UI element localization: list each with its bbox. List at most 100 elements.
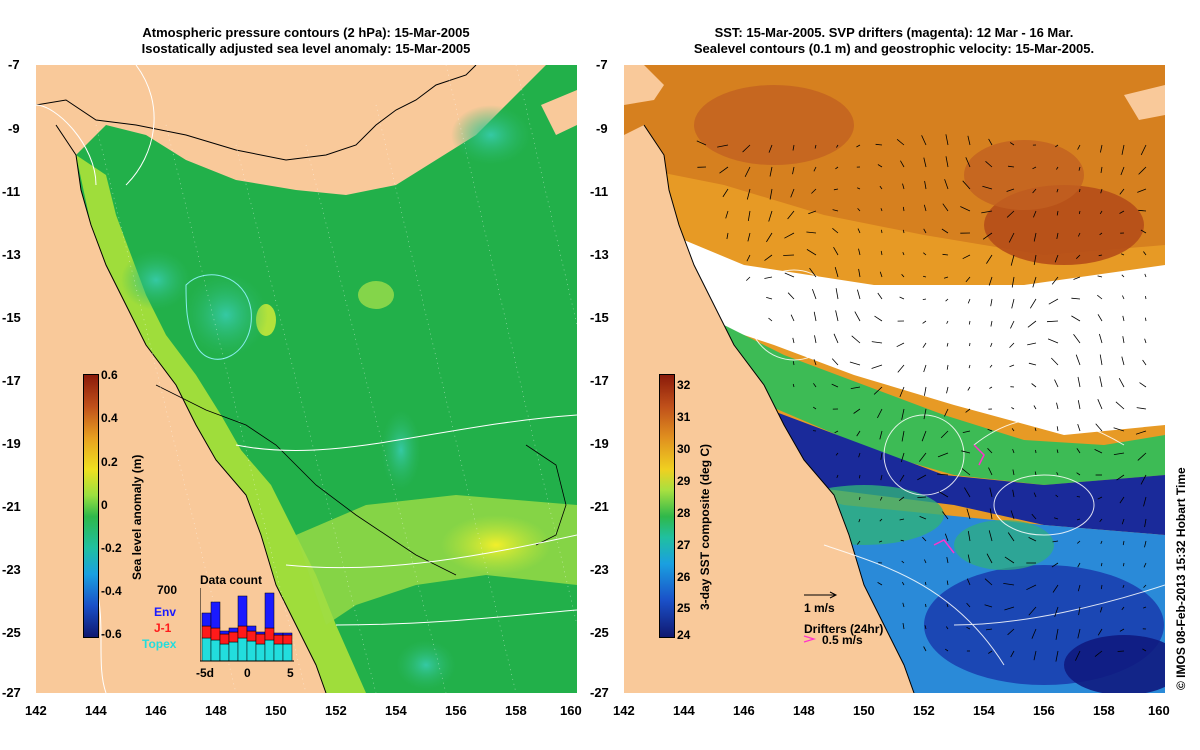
velocity-arrow: [961, 450, 971, 454]
velocity-arrow: [966, 626, 971, 630]
velocity-arrow: [1053, 517, 1059, 520]
velocity-arrow: [1009, 364, 1015, 368]
velocity-arrow: [965, 276, 971, 283]
velocity-arrow: [787, 292, 795, 300]
velocity-arrow: [1031, 383, 1037, 388]
velocity-arrow: [967, 386, 971, 391]
velocity-arrow: [1097, 628, 1103, 636]
velocity-arrow: [1140, 144, 1147, 156]
velocity-arrow: [792, 383, 795, 388]
velocity-arrow: [946, 342, 949, 347]
velocity-arrow: [835, 288, 839, 300]
velocity-arrow: [1077, 232, 1081, 237]
velocity-arrow: [1027, 320, 1037, 328]
velocity-arrow: [764, 254, 773, 261]
velocity-arrow: [1097, 294, 1103, 300]
velocity-arrow: [1140, 229, 1147, 234]
velocity-arrow: [858, 518, 861, 523]
velocity-arrow: [1121, 274, 1125, 278]
left-y-tick: -15: [2, 310, 21, 325]
velocity-arrow: [858, 268, 861, 278]
velocity-arrow: [746, 276, 751, 281]
velocity-arrow: [986, 254, 993, 264]
velocity-arrow: [1079, 188, 1081, 193]
velocity-arrow: [990, 342, 993, 347]
velocity-arrow: [1120, 166, 1125, 176]
sst-colorbar-tick: 24: [677, 628, 691, 642]
velocity-arrow: [1047, 338, 1059, 344]
velocity-arrow: [1011, 276, 1015, 288]
velocity-arrow: [923, 364, 927, 373]
velocity-arrow: [1077, 400, 1081, 410]
left-y-tick: -9: [8, 121, 20, 136]
velocity-arrow: [1056, 472, 1059, 476]
velocity-arrow: [1139, 382, 1147, 388]
velocity-arrow: [1033, 650, 1037, 661]
sst-map-graphic: [624, 65, 1165, 693]
velocity-arrow: [744, 166, 751, 177]
velocity-arrow: [925, 603, 927, 608]
velocity-arrow: [969, 342, 971, 347]
velocity-arrow: [784, 272, 795, 278]
velocity-arrow: [968, 320, 971, 325]
velocity-arrow: [1051, 562, 1059, 568]
velocity-arrow: [1121, 356, 1125, 366]
velocity-arrow: [831, 358, 839, 366]
right-x-tick: 160: [1148, 703, 1170, 718]
velocity-arrow: [902, 206, 905, 212]
velocity-arrow: [1012, 489, 1015, 498]
velocity-arrow: [1119, 628, 1125, 632]
velocity-arrow: [1116, 474, 1125, 481]
velocity-arrow: [1076, 254, 1081, 259]
sst-colorbar-tick: 28: [677, 506, 691, 520]
left-map-sla[interactable]: [36, 65, 577, 693]
velocity-arrow: [936, 473, 949, 476]
velocity-arrow: [944, 533, 949, 542]
velocity-arrow: [1033, 492, 1037, 498]
velocity-arrow: [833, 333, 839, 344]
velocity-arrow: [1006, 210, 1015, 218]
velocity-arrow: [988, 138, 993, 146]
velocity-arrow: [1100, 144, 1103, 153]
velocity-arrow: [835, 166, 839, 170]
velocity-arrow: [1097, 275, 1103, 278]
right-map-sst[interactable]: 1 m/s Drifters (24hr) 0.5 m/s: [624, 65, 1165, 693]
velocity-arrow: [984, 604, 993, 608]
velocity-arrow: [988, 467, 993, 476]
inset-bars: [200, 588, 294, 662]
velocity-arrow: [1028, 606, 1037, 616]
velocity-arrow: [1078, 606, 1081, 616]
velocity-arrow: [1026, 584, 1037, 591]
velocity-arrow: [922, 275, 927, 278]
velocity-arrow: [1122, 584, 1125, 588]
velocity-arrow: [812, 406, 817, 410]
velocity-arrow: [1028, 537, 1037, 542]
velocity-arrow: [1033, 232, 1037, 242]
velocity-arrow: [1143, 562, 1147, 568]
velocity-arrow: [1100, 584, 1103, 590]
velocity-arrow: [1055, 144, 1059, 148]
velocity-arrow: [922, 342, 927, 348]
velocity-arrow: [1011, 407, 1015, 410]
velocity-arrow: [1121, 518, 1125, 525]
velocity-arrow: [1004, 606, 1015, 611]
right-title-line2: Sealevel contours (0.1 m) and geostrophi…: [693, 41, 1095, 56]
left-x-tick: 160: [560, 703, 582, 718]
velocity-arrow: [1113, 452, 1125, 455]
copyright-text: © IMOS 08-Feb-2013 15:32 Hobart Time: [1174, 467, 1188, 690]
velocity-arrow: [1055, 494, 1059, 498]
velocity-arrow: [1145, 317, 1147, 322]
velocity-arrow: [945, 156, 949, 168]
velocity-arrow: [900, 452, 905, 463]
velocity-arrow: [967, 531, 971, 542]
velocity-arrow: [921, 135, 927, 146]
velocity-arrow: [924, 180, 927, 190]
velocity-arrow: [1122, 295, 1125, 300]
inset-xtick: 5: [287, 666, 294, 680]
velocity-arrow: [879, 496, 883, 501]
velocity-arrow: [1034, 427, 1037, 432]
sla-colorbar-tick: -0.2: [101, 541, 122, 555]
velocity-arrow: [1011, 298, 1015, 309]
velocity-arrow: [982, 185, 993, 190]
velocity-arrow: [1144, 518, 1147, 528]
